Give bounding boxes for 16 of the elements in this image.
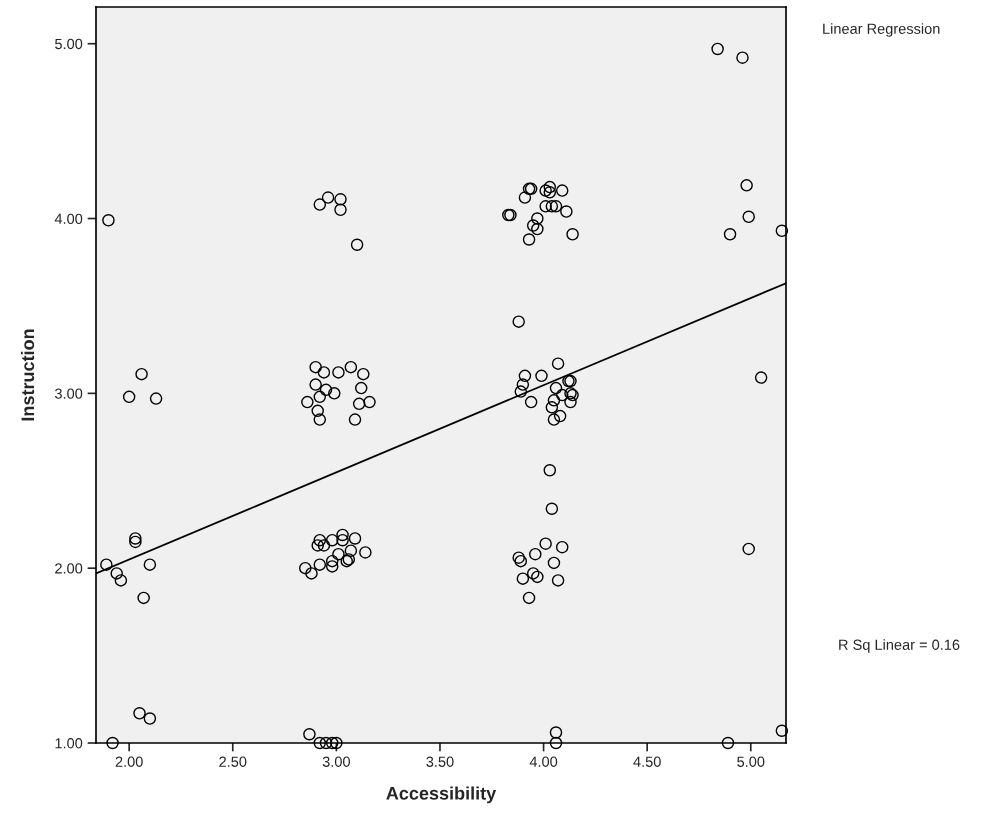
y-axis-title: Instruction <box>20 329 35 421</box>
x-tick-label: 4.00 <box>529 756 558 767</box>
y-tick-label: 2.00 <box>55 563 83 574</box>
x-tick-label: 4.50 <box>633 756 661 767</box>
x-tick-label: 3.50 <box>426 756 454 767</box>
text: R Sq Linear = 0.16 <box>839 639 960 653</box>
x-tick-label: 5.00 <box>737 756 765 767</box>
text: Linear Regression <box>823 23 940 37</box>
y-tick-label: 4.00 <box>54 213 83 224</box>
y-tick-label: 5.00 <box>55 38 83 50</box>
y-tick-label: 3.00 <box>54 388 83 399</box>
x-tick-label: 3.00 <box>322 756 350 767</box>
x-axis-title: Accessibility <box>386 786 497 804</box>
x-tick-label: 2.50 <box>219 756 247 767</box>
x-tick-label: 2.00 <box>115 756 143 767</box>
y-tick-label: 1.00 <box>55 738 83 749</box>
